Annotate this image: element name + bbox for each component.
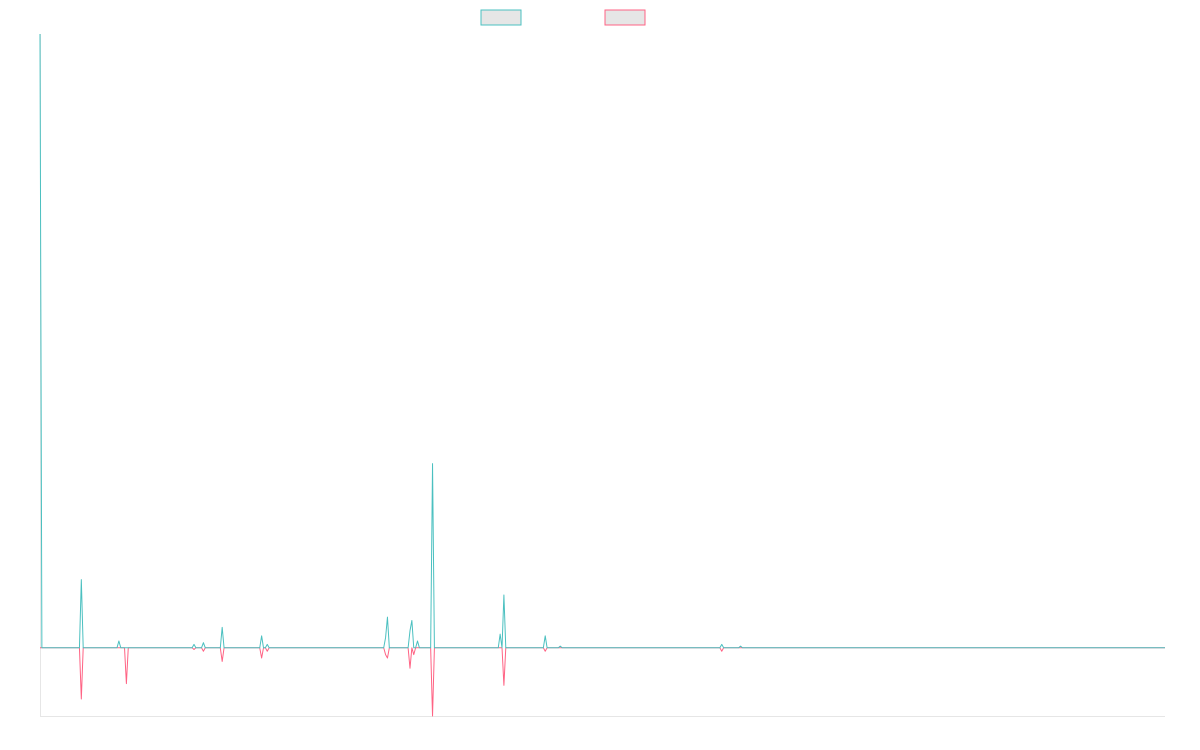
axes <box>40 34 1165 717</box>
legend-swatch-series-2[interactable] <box>604 9 646 26</box>
legend-swatch-series-1[interactable] <box>480 9 522 26</box>
series-line-1 <box>39 33 1165 649</box>
legend <box>480 9 646 26</box>
series-line-2 <box>40 647 1165 717</box>
plot-area <box>39 33 1165 717</box>
